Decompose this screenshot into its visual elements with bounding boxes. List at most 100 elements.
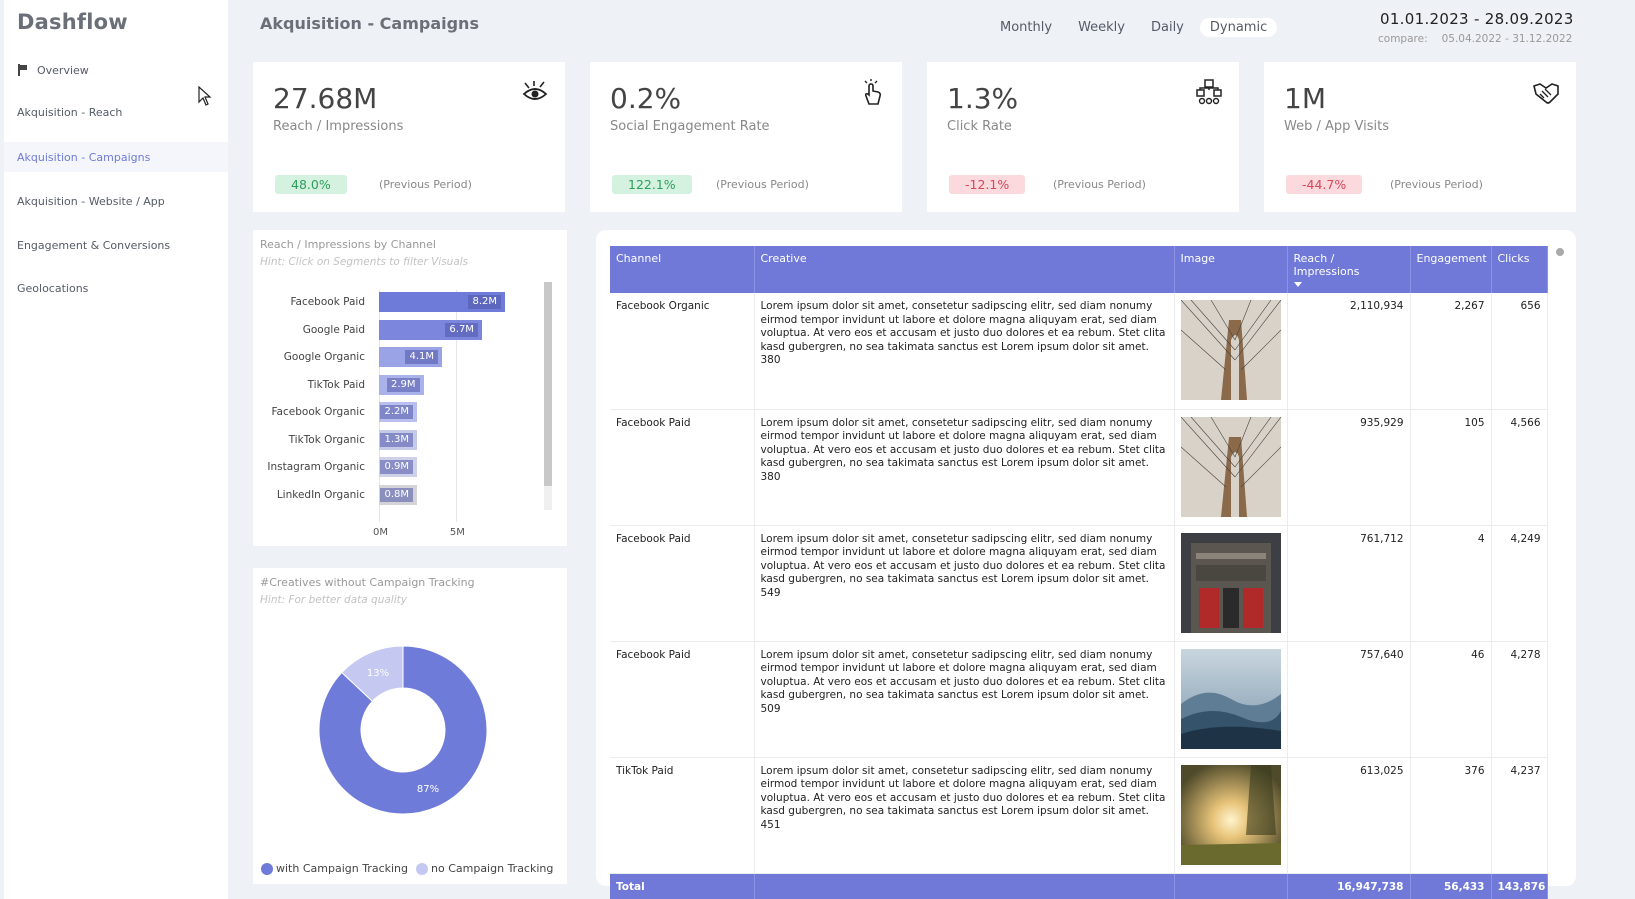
table-row[interactable]: TikTok Paid Lorem ipsum dolor sit amet, c… xyxy=(610,757,1548,874)
cell-engagement: 4 xyxy=(1410,525,1492,642)
column-header-label: Reach / Impressions xyxy=(1293,252,1360,278)
bar[interactable]: 1.3M xyxy=(379,429,417,450)
cell-channel: Facebook Paid xyxy=(610,409,755,526)
cell-engagement: 46 xyxy=(1410,641,1492,758)
chart-scrollbar-thumb[interactable] xyxy=(544,282,552,486)
total-engagement: 56,433 xyxy=(1410,873,1492,899)
cell-reach: 757,640 xyxy=(1287,641,1411,758)
bar-row[interactable]: Facebook Organic 2.2M xyxy=(253,402,553,422)
kpi-label: Social Engagement Rate xyxy=(610,119,770,134)
network-icon xyxy=(1196,79,1222,105)
cell-clicks: 4,278 xyxy=(1491,641,1548,758)
bar-data-label: 0.9M xyxy=(380,460,413,474)
column-header-image[interactable]: Image xyxy=(1174,246,1288,293)
table-scrollbar[interactable] xyxy=(1556,248,1564,256)
bar[interactable]: 0.9M xyxy=(379,457,417,477)
table-row[interactable]: Facebook Paid Lorem ipsum dolor sit amet,… xyxy=(610,525,1548,642)
column-header-clicks[interactable]: Clicks xyxy=(1491,246,1548,293)
bar[interactable]: 8.2M xyxy=(379,292,505,312)
bar-row[interactable]: Facebook Paid 8.2M xyxy=(253,292,553,312)
tab-weekly[interactable]: Weekly xyxy=(1078,20,1125,35)
tab-monthly[interactable]: Monthly xyxy=(1000,20,1053,35)
donut-data-label: 13% xyxy=(367,668,389,679)
compare-range: compare: 05.04.2022 - 31.12.2022 xyxy=(1378,33,1572,45)
gridline xyxy=(455,290,457,522)
sidebar: Dashflow Overview Akquisition - Reach Ak… xyxy=(4,0,228,899)
sidebar-item-geolocations[interactable]: Geolocations xyxy=(4,273,228,303)
bar[interactable]: 2.2M xyxy=(379,402,417,422)
column-header-engagement[interactable]: Engagement xyxy=(1410,246,1492,293)
panel-hint: Hint: For better data quality xyxy=(260,594,407,606)
legend-item-with-tracking[interactable]: with Campaign Tracking xyxy=(261,862,408,875)
column-header-reach[interactable]: Reach / Impressions xyxy=(1287,246,1411,293)
bar[interactable]: 0.8M xyxy=(379,484,417,505)
creative-image-bridge[interactable] xyxy=(1180,300,1281,400)
creative-image-mountains[interactable] xyxy=(1180,648,1281,749)
creative-image-firehouse[interactable] xyxy=(1180,532,1281,633)
total-empty xyxy=(1174,873,1288,899)
bar-row[interactable]: TikTok Organic 1.3M xyxy=(253,429,553,450)
cell-reach: 613,025 xyxy=(1287,757,1411,874)
sidebar-item-overview[interactable]: Overview xyxy=(4,55,228,85)
sidebar-item-label: Akquisition - Campaigns xyxy=(17,150,151,164)
donut-legend: with Campaign Tracking no Campaign Track… xyxy=(261,862,553,875)
donut-slice[interactable] xyxy=(318,645,488,815)
sidebar-item-akquisition-website-app[interactable]: Akquisition - Website / App xyxy=(4,186,228,216)
cell-clicks: 4,249 xyxy=(1491,525,1548,642)
kpi-previous-label: (Previous Period) xyxy=(716,178,809,191)
x-tick-label: 0M xyxy=(373,527,388,538)
cell-reach: 2,110,934 xyxy=(1287,293,1411,410)
bar-row[interactable]: TikTok Paid 2.9M xyxy=(253,374,553,395)
total-label: Total xyxy=(610,873,755,899)
column-header-creative[interactable]: Creative xyxy=(754,246,1175,293)
date-range[interactable]: 01.01.2023 - 28.09.2023 xyxy=(1380,10,1574,28)
cell-channel: TikTok Paid xyxy=(610,757,755,874)
bar-data-label: 6.7M xyxy=(445,322,478,337)
bar-row[interactable]: Google Paid 6.7M xyxy=(253,319,553,340)
total-reach: 16,947,738 xyxy=(1287,873,1411,899)
creative-image-bridge[interactable] xyxy=(1180,416,1281,517)
table-total-row: Total 16,947,738 56,433 143,876 xyxy=(610,873,1548,899)
hand-click-icon xyxy=(864,79,882,105)
bar[interactable]: 4.1M xyxy=(379,347,442,367)
kpi-label: Web / App Visits xyxy=(1284,119,1389,134)
bar[interactable]: 2.9M xyxy=(379,374,424,395)
cell-engagement: 105 xyxy=(1410,409,1492,526)
cell-reach: 761,712 xyxy=(1287,525,1411,642)
column-header-channel[interactable]: Channel xyxy=(610,246,755,293)
kpi-card-engagement-rate: 0.2% Social Engagement Rate 122.1% (Prev… xyxy=(590,62,902,212)
compare-label: compare: xyxy=(1378,33,1428,45)
bar[interactable]: 6.7M xyxy=(379,319,482,340)
donut-slice[interactable] xyxy=(341,645,404,702)
kpi-card-click-rate: 1.3% Click Rate -12.1% (Previous Period) xyxy=(927,62,1239,212)
kpi-change-badge: -12.1% xyxy=(949,175,1026,194)
table-row[interactable]: Facebook Paid Lorem ipsum dolor sit amet,… xyxy=(610,641,1548,758)
table-row[interactable]: Facebook Organic Lorem ipsum dolor sit am… xyxy=(610,293,1548,410)
sidebar-item-akquisition-campaigns[interactable]: Akquisition - Campaigns xyxy=(4,142,228,172)
bar-data-label: 2.2M xyxy=(380,405,413,419)
kpi-card-reach: 27.68M Reach / Impressions 48.0% (Previo… xyxy=(253,62,565,212)
panel-hint: Hint: Click on Segments to filter Visual… xyxy=(260,256,469,268)
bar-row[interactable]: LinkedIn Organic 0.8M xyxy=(253,484,553,505)
kpi-previous-label: (Previous Period) xyxy=(379,178,472,191)
tab-daily[interactable]: Daily xyxy=(1150,20,1184,35)
total-clicks: 143,876 xyxy=(1491,873,1548,899)
bar-row[interactable]: Google Organic 4.1M xyxy=(253,347,553,367)
table-row[interactable]: Facebook Paid Lorem ipsum dolor sit amet,… xyxy=(610,409,1548,526)
bar-category-label: Instagram Organic xyxy=(267,461,365,473)
sidebar-item-label: Akquisition - Website / App xyxy=(17,194,165,208)
table-header-row: Channel Creative Image Reach / Impressio… xyxy=(610,246,1548,293)
kpi-previous-label: (Previous Period) xyxy=(1390,178,1483,191)
legend-item-no-tracking[interactable]: no Campaign Tracking xyxy=(416,862,553,875)
cell-engagement: 2,267 xyxy=(1410,293,1492,410)
kpi-value: 27.68M xyxy=(273,82,378,115)
cell-clicks: 656 xyxy=(1491,293,1548,410)
bar-row[interactable]: Instagram Organic 0.9M xyxy=(253,457,553,477)
donut-chart[interactable]: 87% 13% xyxy=(253,598,567,858)
tab-dynamic[interactable]: Dynamic xyxy=(1199,18,1278,37)
creative-image-sunset[interactable] xyxy=(1180,764,1281,865)
cell-clicks: 4,237 xyxy=(1491,757,1548,874)
kpi-change-badge: 48.0% xyxy=(275,175,347,194)
sidebar-item-akquisition-reach[interactable]: Akquisition - Reach xyxy=(4,97,228,127)
sidebar-item-engagement-conversions[interactable]: Engagement & Conversions xyxy=(4,230,228,260)
